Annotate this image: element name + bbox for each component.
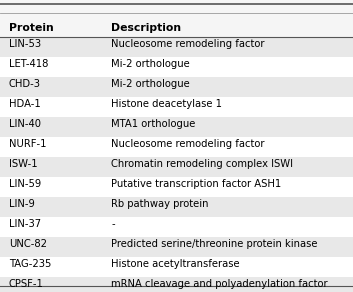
Bar — [0, 178, 353, 197]
Bar — [0, 157, 353, 178]
Text: LET-418: LET-418 — [9, 59, 48, 69]
Text: Nucleosome remodeling factor: Nucleosome remodeling factor — [111, 139, 265, 150]
Text: Protein: Protein — [9, 23, 54, 33]
Text: MTA1 orthologue: MTA1 orthologue — [111, 119, 196, 129]
Bar — [0, 237, 353, 258]
Text: -: - — [111, 219, 115, 230]
Text: NURF-1: NURF-1 — [9, 139, 46, 150]
Text: Mi-2 orthologue: Mi-2 orthologue — [111, 79, 190, 89]
Text: LIN-40: LIN-40 — [9, 119, 41, 129]
Text: Histone acetyltransferase: Histone acetyltransferase — [111, 259, 240, 270]
Text: mRNA cleavage and polyadenylation factor: mRNA cleavage and polyadenylation factor — [111, 279, 328, 289]
Text: Chromatin remodeling complex ISWI: Chromatin remodeling complex ISWI — [111, 159, 293, 169]
Bar — [0, 277, 353, 292]
Bar — [0, 258, 353, 277]
Text: Nucleosome remodeling factor: Nucleosome remodeling factor — [111, 39, 265, 49]
Text: HDA-1: HDA-1 — [9, 99, 41, 110]
Text: LIN-53: LIN-53 — [9, 39, 41, 49]
Text: ISW-1: ISW-1 — [9, 159, 37, 169]
Text: CHD-3: CHD-3 — [9, 79, 41, 89]
Text: LIN-9: LIN-9 — [9, 199, 35, 209]
Text: CPSF-1: CPSF-1 — [9, 279, 44, 289]
Text: LIN-37: LIN-37 — [9, 219, 41, 230]
Text: Histone deacetylase 1: Histone deacetylase 1 — [111, 99, 222, 110]
Bar — [0, 197, 353, 218]
Bar — [0, 37, 353, 58]
Text: TAG-235: TAG-235 — [9, 259, 51, 270]
Bar — [0, 117, 353, 138]
Bar — [0, 218, 353, 237]
Text: Rb pathway protein: Rb pathway protein — [111, 199, 209, 209]
Bar — [0, 77, 353, 98]
Bar — [0, 138, 353, 157]
Text: UNC-82: UNC-82 — [9, 239, 47, 249]
Bar — [0, 58, 353, 77]
Text: LIN-59: LIN-59 — [9, 179, 41, 190]
Bar — [0, 98, 353, 117]
Text: Mi-2 orthologue: Mi-2 orthologue — [111, 59, 190, 69]
Text: Description: Description — [111, 23, 181, 33]
Text: Putative transcription factor ASH1: Putative transcription factor ASH1 — [111, 179, 281, 190]
Text: Predicted serine/threonine protein kinase: Predicted serine/threonine protein kinas… — [111, 239, 318, 249]
